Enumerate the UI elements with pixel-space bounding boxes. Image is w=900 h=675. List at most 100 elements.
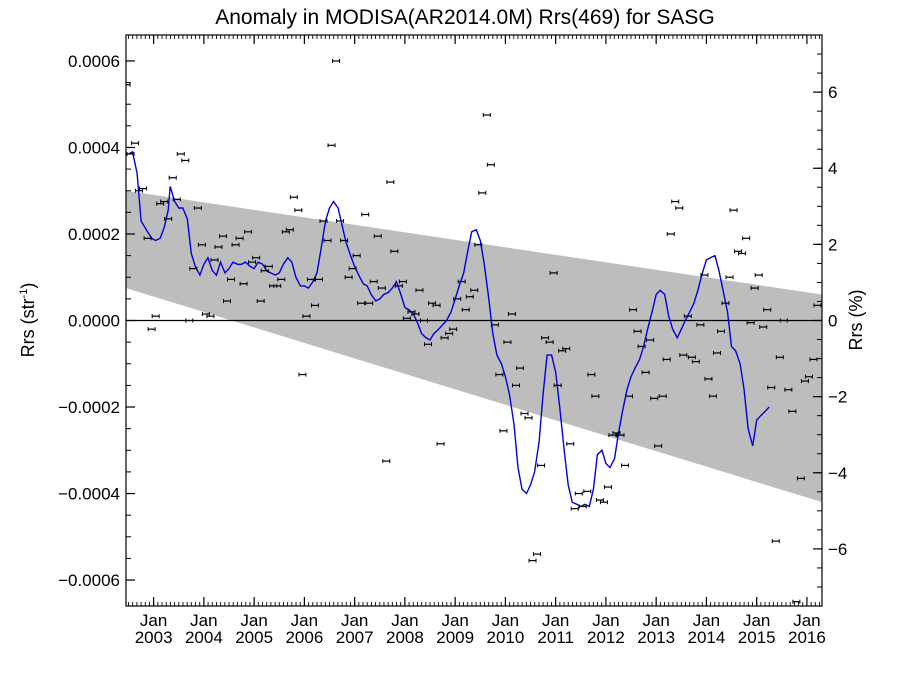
data-point [662,357,671,362]
data-point [143,236,152,241]
x-tick-month-label: Jan [642,611,669,630]
data-point [595,498,604,503]
data-point [402,316,411,321]
data-point [779,318,788,323]
data-point [135,188,144,193]
x-tick-year-label: 2012 [587,628,625,647]
data-point [754,273,763,278]
data-point [340,238,349,243]
data-point [729,208,738,213]
y-axis-right-title: Rrs (%) [846,290,866,351]
data-point [176,151,185,156]
y-left-tick-label: 0.0004 [68,138,120,157]
x-tick-month-label: Jan [140,611,167,630]
data-point [197,242,206,247]
data-point [193,206,202,211]
data-point [428,301,437,306]
x-tick-month-label: Jan [441,611,468,630]
data-point [587,372,596,377]
data-point [344,275,353,280]
x-tick-month-label: Jan [291,611,318,630]
data-point [277,277,286,282]
data-point [721,301,730,306]
data-point [445,331,454,336]
data-point [168,175,177,180]
data-point [323,238,332,243]
data-point [206,314,215,319]
x-tick-month-label: Jan [391,611,418,630]
y-right-tick-label: −4 [828,464,847,483]
data-point [562,346,571,351]
data-point [164,216,173,221]
data-point [185,318,194,323]
y-left-tick-label: 0.0006 [68,52,120,71]
data-point [621,463,630,468]
x-tick-year-label: 2007 [336,628,374,647]
data-point [666,231,675,236]
y-left-tick-label: −0.0006 [58,571,120,590]
data-point [784,387,793,392]
x-tick-month-label: Jan [793,611,820,630]
data-point [533,552,542,557]
data-point [637,344,646,349]
data-point [440,335,449,340]
data-point [796,476,805,481]
data-point [131,141,140,146]
data-point [691,359,700,364]
data-point [394,283,403,288]
data-point [357,301,366,306]
data-point [239,281,248,286]
data-point [264,264,273,269]
data-point [641,370,650,375]
data-point [231,242,240,247]
x-tick-month-label: Jan [693,611,720,630]
data-point [629,307,638,312]
data-point [432,303,441,308]
data-point [486,162,495,167]
data-point [574,491,583,496]
data-point [336,219,345,224]
data-point [742,236,751,241]
y-right-tick-label: −6 [828,540,847,559]
data-point [465,294,474,299]
plot-area [126,58,822,604]
data-point [310,303,319,308]
data-point [151,314,160,319]
data-point [289,195,298,200]
data-point [218,234,227,239]
data-point [683,314,692,319]
data-point [256,299,265,304]
data-point [382,459,391,464]
data-point [578,504,587,509]
data-point [332,58,341,63]
data-point [457,279,466,284]
data-point [490,322,499,327]
data-point [314,277,323,282]
data-point [398,279,407,284]
data-point [566,441,575,446]
data-point [545,340,554,345]
x-tick-year-label: 2005 [235,628,273,647]
data-point [599,500,608,505]
data-point [679,353,688,358]
data-point [687,355,696,360]
y-left-tick-label: 0.0000 [68,312,120,331]
smoothed-anomaly-line [128,150,770,508]
data-point [511,383,520,388]
data-point [156,201,165,206]
data-point [813,303,822,308]
data-point [549,270,558,275]
data-point [767,385,776,390]
data-point [181,158,190,163]
data-point [377,286,386,291]
y-left-tick-label: −0.0004 [58,485,120,504]
x-tick-year-label: 2014 [688,628,726,647]
data-point [482,113,491,118]
x-tick-year-label: 2009 [436,628,474,647]
data-point [583,489,592,494]
chart-title: Anomaly in MODISA(AR2014.0M) Rrs(469) fo… [215,6,715,29]
y-axis-left-title-text: Rrs (str [18,298,38,357]
data-point [704,376,713,381]
data-point [734,249,743,254]
